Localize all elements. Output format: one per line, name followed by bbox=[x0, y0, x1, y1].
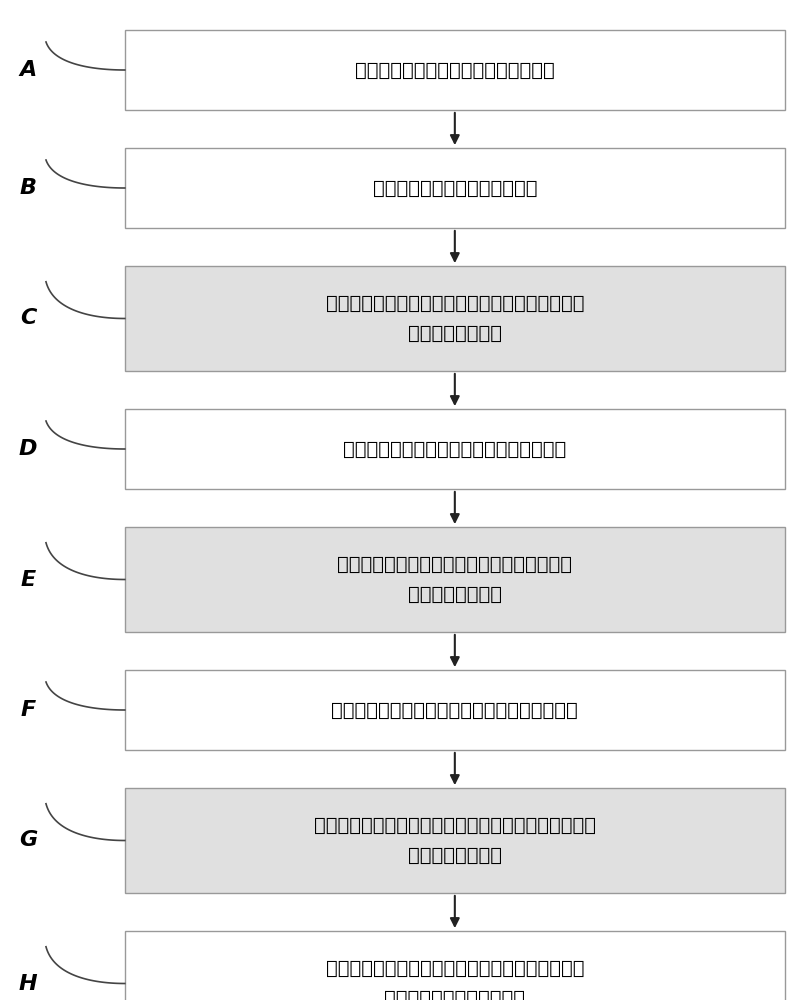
Text: H: H bbox=[19, 974, 37, 994]
Text: 根据第一放电容量、第二放电容量与第三放电容量
对多个锂离子电池进行分选: 根据第一放电容量、第二放电容量与第三放电容量 对多个锂离子电池进行分选 bbox=[325, 959, 584, 1000]
Text: 在第二放电电流倍率下恒流放电至中间电压，
记录第二放电容量: 在第二放电电流倍率下恒流放电至中间电压， 记录第二放电容量 bbox=[337, 555, 572, 604]
Text: C: C bbox=[20, 308, 36, 328]
Bar bbox=[125, 409, 785, 489]
Text: F: F bbox=[20, 700, 35, 720]
Text: 在第二放电电流倍率下继续恒流放电至放电截止电压，
记录第三放电容量: 在第二放电电流倍率下继续恒流放电至放电截止电压， 记录第三放电容量 bbox=[314, 816, 596, 865]
Text: D: D bbox=[19, 439, 37, 459]
Bar bbox=[125, 670, 785, 750]
Text: 对多个锂离子电池分别进行充电至充满: 对多个锂离子电池分别进行充电至充满 bbox=[355, 60, 555, 80]
Bar bbox=[125, 527, 785, 632]
Bar bbox=[125, 788, 785, 893]
Text: G: G bbox=[19, 830, 37, 850]
Text: 对各个锂离子电池进行恒流恒压充电至充满: 对各个锂离子电池进行恒流恒压充电至充满 bbox=[343, 440, 567, 458]
Bar bbox=[125, 148, 785, 228]
Text: 对多个锂离子电池进行荷电保持: 对多个锂离子电池进行荷电保持 bbox=[373, 178, 537, 198]
Text: E: E bbox=[20, 570, 35, 589]
Text: B: B bbox=[19, 178, 36, 198]
Bar bbox=[125, 30, 785, 110]
Bar bbox=[125, 266, 785, 371]
Text: 在脉冲充电电流倍率下进行脉冲充电和脉冲放电: 在脉冲充电电流倍率下进行脉冲充电和脉冲放电 bbox=[332, 700, 578, 720]
Text: 在第一放电电流倍率下恒流放电至放电截止电压，
记录第一放电容量: 在第一放电电流倍率下恒流放电至放电截止电压， 记录第一放电容量 bbox=[325, 294, 584, 343]
Bar bbox=[125, 931, 785, 1000]
Text: A: A bbox=[19, 60, 36, 80]
